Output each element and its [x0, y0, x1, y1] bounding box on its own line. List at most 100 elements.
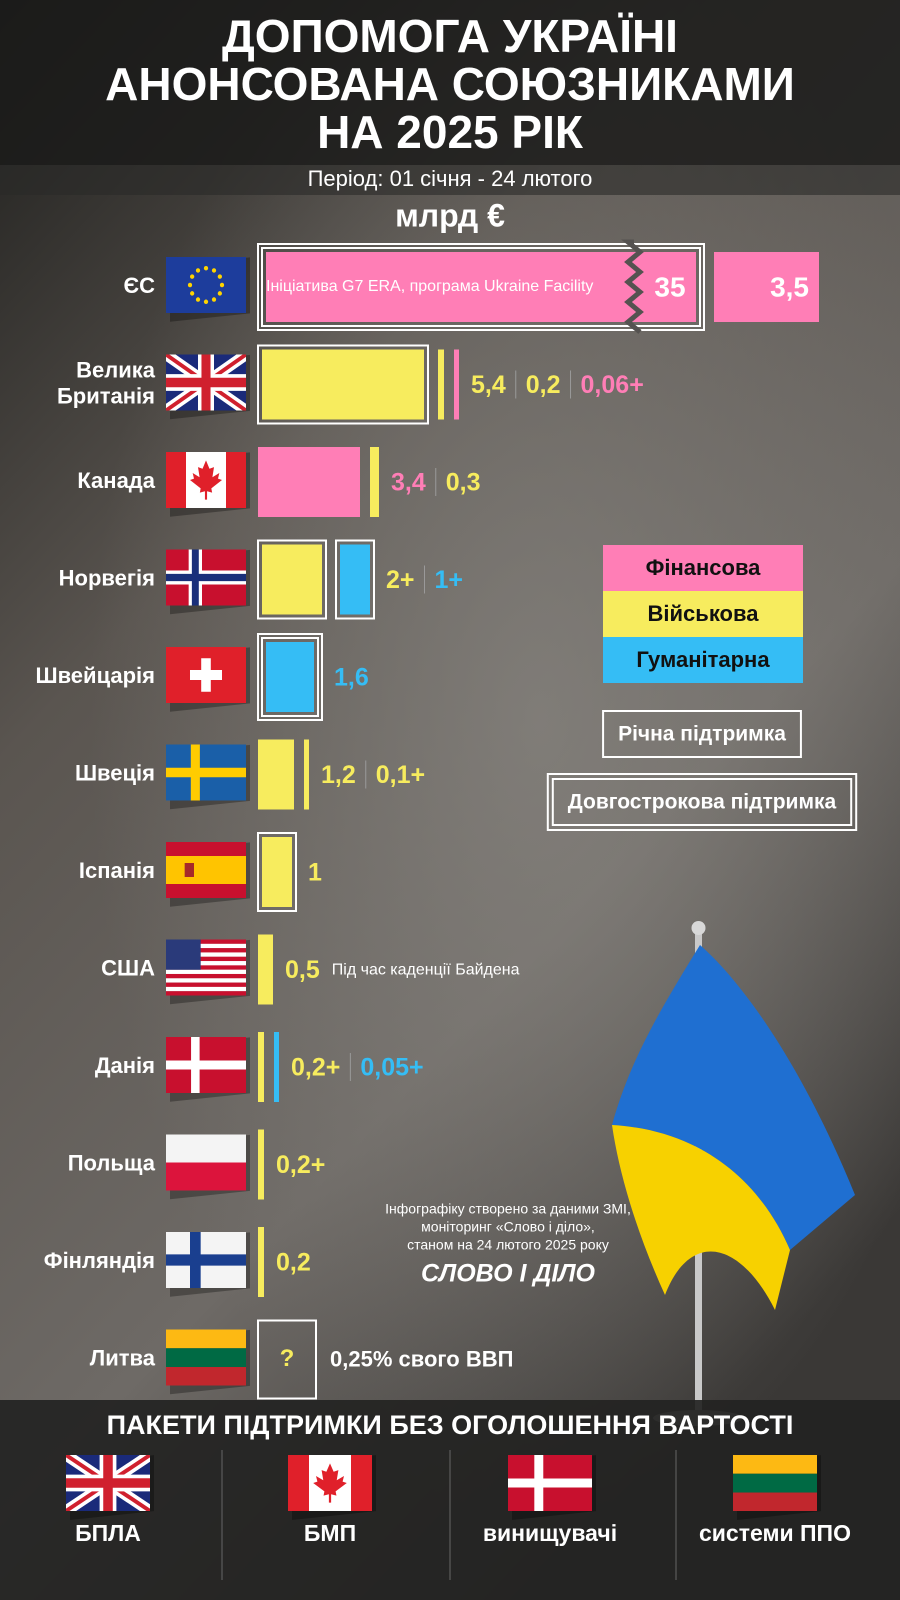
bar [438, 349, 444, 420]
country-name-line: Норвегія [59, 565, 155, 590]
flag-stripe [166, 952, 246, 957]
bar [262, 837, 292, 907]
value-label: 2+ [386, 566, 415, 594]
flag-cross [166, 549, 246, 606]
country-name: Литва [90, 1345, 156, 1370]
country-name-line: Литва [90, 1345, 156, 1370]
flag-field [166, 1134, 246, 1163]
flag-star [190, 291, 195, 296]
flag [166, 1037, 246, 1093]
country-name: Фінляндія [44, 1248, 155, 1273]
country-name-line: Британія [57, 383, 155, 408]
flag [166, 549, 246, 606]
flag [166, 1232, 246, 1288]
country-name: Норвегія [59, 565, 155, 590]
flag-field [733, 1455, 817, 1474]
flag-leaf [190, 460, 222, 500]
ukraine-flag-decoration [612, 921, 855, 1426]
flag-field [733, 1492, 817, 1511]
value-label: 0,5 [285, 956, 320, 984]
title-line: АНОНСОВАНА СОЮЗНИКАМИ [105, 58, 795, 110]
flag-star [195, 297, 201, 302]
flag-field [166, 1348, 246, 1368]
flag [166, 744, 246, 801]
bar [258, 1129, 264, 1200]
flag-cross [166, 744, 246, 801]
country-name: Канада [77, 468, 155, 493]
country-name: Іспанія [79, 858, 155, 883]
period-band [0, 165, 900, 195]
bar [266, 252, 696, 322]
bar [274, 1032, 279, 1102]
period: Період: 01 січня - 24 лютого [308, 166, 593, 191]
country-name-line: Фінляндія [44, 1248, 155, 1273]
country-name: ЄС [123, 273, 155, 298]
flag [733, 1455, 817, 1511]
value-label: 3,4 [391, 469, 426, 497]
country-name-line: Польща [68, 1150, 156, 1175]
flag [166, 354, 246, 411]
flag-cross [508, 1455, 592, 1511]
country-name-line: Швейцарія [35, 663, 155, 688]
flag [66, 1455, 150, 1511]
value-label: 35 [654, 271, 685, 302]
title-line: ДОПОМОГА УКРАЇНІ [222, 10, 678, 62]
flag-emblem [184, 863, 194, 877]
value-label: 0,05+ [360, 1054, 423, 1082]
bar-note: Ініціатива G7 ERA, програма Ukraine Faci… [266, 278, 593, 295]
flag-field [166, 257, 246, 313]
flag [166, 842, 246, 898]
bar [262, 544, 322, 615]
value-label: 0,3 [446, 469, 481, 497]
package-label: БМП [304, 1520, 356, 1546]
flag-stripe [166, 943, 246, 949]
value-label: 5,4 [471, 371, 506, 399]
flag-stripe [166, 961, 246, 966]
legend-swatch [603, 637, 803, 683]
flag-stripe [166, 948, 246, 953]
flag-star [219, 282, 225, 288]
flag-band [288, 1455, 309, 1511]
flag-cross [166, 1232, 246, 1288]
frame [257, 633, 323, 721]
flag-stripe [166, 973, 246, 979]
country-name: Данія [95, 1053, 155, 1078]
bar [266, 642, 314, 712]
country-name-line: Швеція [75, 760, 155, 785]
flag-star [203, 299, 209, 305]
country-name-line: ЄС [123, 273, 155, 298]
flag-stripe [166, 986, 246, 992]
legend-frame-label: Довгострокова підтримка [568, 791, 837, 814]
frame [261, 247, 701, 327]
source-line: станом на 24 лютого 2025 року [407, 1237, 609, 1253]
value-label: 1,6 [334, 664, 369, 692]
flag-cross [66, 1455, 150, 1511]
bar [262, 349, 424, 420]
country-name: США [101, 955, 155, 980]
country-name-line: Іспанія [79, 858, 155, 883]
flag-stripe [166, 982, 246, 988]
flag [166, 1329, 246, 1386]
flag-star [190, 274, 195, 279]
source-line: моніторинг «Слово і діло», [421, 1219, 595, 1235]
flag [166, 647, 246, 703]
flag-field [166, 1162, 246, 1191]
country-name-line: Данія [95, 1053, 155, 1078]
legend-label: Фінансова [646, 555, 762, 580]
scale-break [621, 239, 644, 334]
flag-stripe [166, 939, 246, 944]
legend-label: Військова [648, 601, 760, 626]
legend-label: Гуманітарна [636, 647, 770, 672]
package-label: БПЛА [75, 1520, 141, 1546]
country-name: Польща [68, 1150, 156, 1175]
flag-field [166, 1367, 246, 1386]
flag-field [166, 1329, 246, 1349]
flag [166, 257, 246, 313]
package-label: винищувачі [483, 1520, 617, 1546]
frame [261, 637, 319, 717]
frame [257, 243, 705, 331]
flag-band [166, 856, 246, 884]
legend-frame [546, 773, 858, 831]
frame [257, 832, 297, 912]
